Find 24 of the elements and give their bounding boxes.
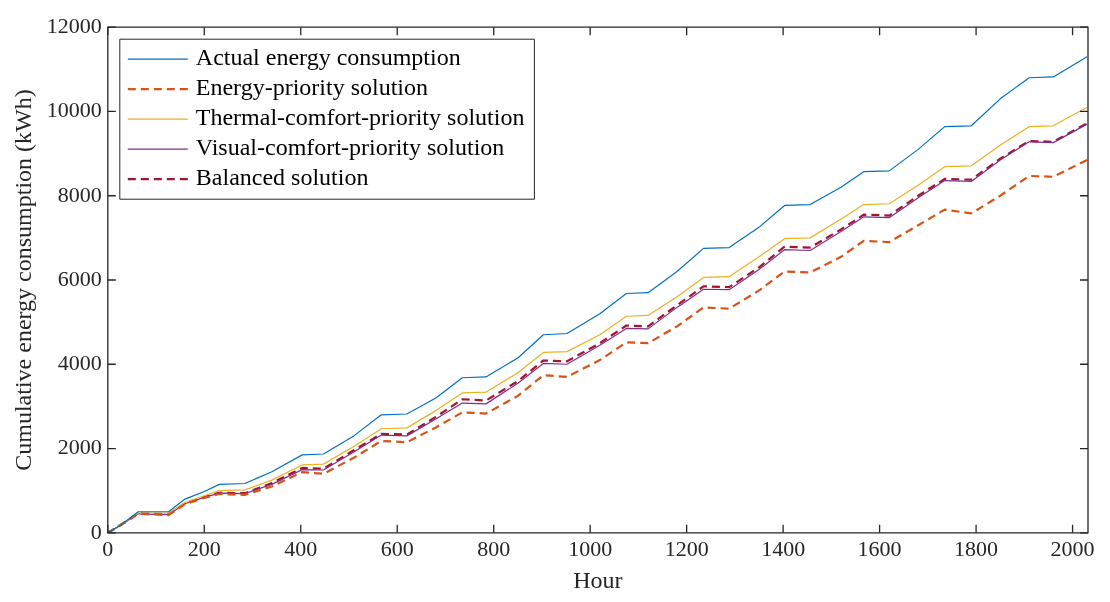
- y-axis-title: Cumulative energy consumption (kWh): [9, 89, 36, 471]
- x-axis-title: Hour: [573, 566, 623, 593]
- x-tick-label: 1400: [761, 535, 806, 561]
- y-tick-label: 0: [90, 518, 102, 544]
- y-tick-label: 4000: [57, 350, 102, 376]
- x-tick-label: 2000: [1050, 535, 1095, 561]
- x-tick-label: 600: [380, 535, 414, 561]
- x-tick-label: 400: [284, 535, 318, 561]
- legend-label: Balanced solution: [195, 164, 369, 191]
- x-tick-label: 1200: [664, 535, 709, 561]
- x-tick-label: 800: [477, 535, 511, 561]
- y-tick-label: 10000: [46, 97, 102, 123]
- legend-label: Visual-comfort-priority solution: [195, 134, 505, 161]
- y-tick-label: 2000: [57, 434, 102, 460]
- y-tick-label: 8000: [57, 181, 102, 207]
- legend-label: Energy-priority solution: [195, 74, 428, 101]
- legend-label: Thermal-comfort-priority solution: [195, 104, 525, 131]
- x-tick-label: 1000: [568, 535, 613, 561]
- x-tick-label: 200: [187, 535, 221, 561]
- y-tick-label: 12000: [46, 12, 102, 38]
- legend-label: Actual energy consumption: [195, 44, 461, 71]
- x-tick-label: 1600: [857, 535, 902, 561]
- y-tick-label: 6000: [57, 265, 102, 291]
- x-tick-label: 1800: [954, 535, 999, 561]
